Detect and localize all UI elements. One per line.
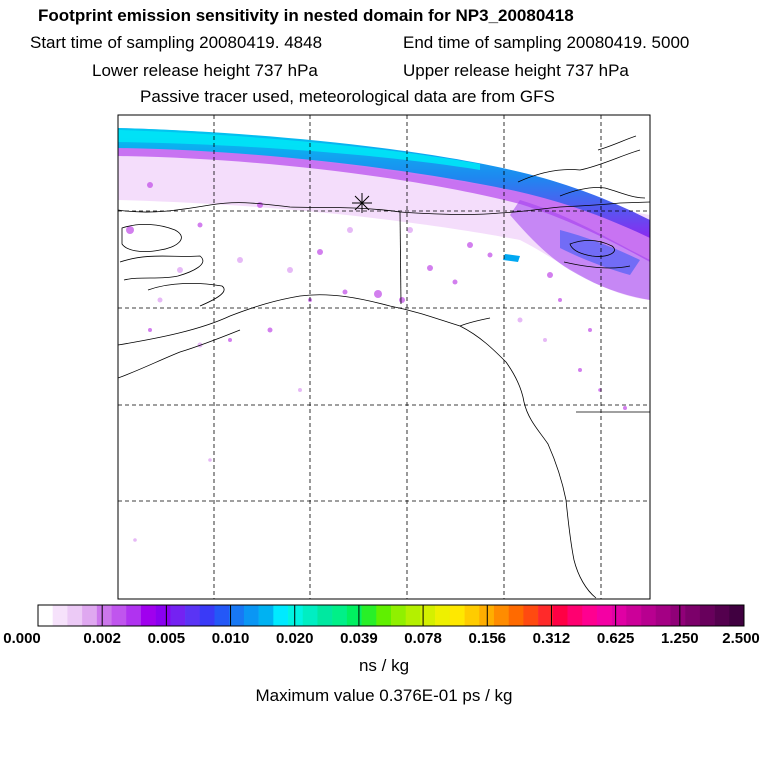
colorbar-swatch: [346, 605, 362, 626]
end-time-label: End time of sampling 20080419. 5000: [403, 33, 690, 52]
colorbar-swatch: [714, 605, 730, 626]
colorbar-swatch: [361, 605, 377, 626]
colorbar-tick-label: 0.625: [596, 630, 635, 647]
colorbar-swatch: [655, 605, 671, 626]
colorbar-border: [37, 604, 745, 627]
colorbar-swatch: [449, 605, 465, 626]
colorbar-swatch: [582, 605, 598, 626]
colorbar-tick-label: 0.010: [211, 630, 250, 647]
colorbar-swatch: [82, 605, 98, 626]
colorbar-tick-label: 0.000: [3, 630, 41, 647]
colorbar-swatch: [508, 605, 524, 626]
colorbar-swatch: [52, 605, 68, 626]
colorbar-swatch: [420, 605, 436, 626]
colorbar-swatch: [38, 605, 54, 626]
coastlines: [118, 135, 650, 599]
colorbar-swatch: [258, 605, 274, 626]
colorbar-swatch: [552, 605, 568, 626]
colorbar-swatch: [611, 605, 627, 626]
colorbar-swatch: [155, 605, 171, 626]
colorbar-swatch: [626, 605, 642, 626]
colorbar-swatch: [641, 605, 657, 626]
tracer-note: Passive tracer used, meteorological data…: [140, 87, 555, 106]
colorbar-tick-label: 0.005: [147, 630, 186, 647]
colorbar-swatch: [170, 605, 186, 626]
colorbar: [37, 604, 745, 627]
max-value-label: Maximum value 0.376E-01 ps / kg: [255, 686, 513, 705]
start-time-label: Start time of sampling 20080419. 4848: [30, 33, 323, 52]
colorbar-tick-label: 0.039: [340, 630, 378, 647]
colorbar-swatch: [332, 605, 348, 626]
colorbar-swatch: [699, 605, 715, 626]
colorbar-swatch: [96, 605, 112, 626]
lower-release-label: Lower release height 737 hPa: [92, 61, 318, 80]
colorbar-tick-label: 0.002: [83, 630, 121, 647]
graticule: [118, 115, 650, 599]
colorbar-swatch: [538, 605, 554, 626]
colorbar-swatch: [302, 605, 318, 626]
colorbar-swatch: [67, 605, 83, 626]
colorbar-swatch: [479, 605, 495, 626]
map-frame: [117, 114, 651, 600]
colorbar-tick-label: 1.250: [661, 630, 699, 647]
colorbar-swatch: [214, 605, 230, 626]
colorbar-swatch: [685, 605, 701, 626]
colorbar-tick-label: 0.020: [275, 630, 314, 647]
colorbar-swatch: [523, 605, 539, 626]
colorbar-swatch: [729, 605, 745, 626]
colorbar-tick-label: 0.078: [404, 630, 442, 647]
plot-title: Footprint emission sensitivity in nested…: [38, 6, 574, 25]
upper-release-label: Upper release height 737 hPa: [403, 61, 629, 80]
colorbar-swatch: [670, 605, 686, 626]
colorbar-swatch: [391, 605, 407, 626]
colorbar-tick-label: 2.500: [722, 630, 760, 647]
colorbar-swatch: [493, 605, 509, 626]
footprint-field: [118, 128, 650, 542]
colorbar-swatch: [111, 605, 127, 626]
colorbar-swatch: [376, 605, 392, 626]
colorbar-swatch: [243, 605, 259, 626]
colorbar-swatch: [596, 605, 612, 626]
colorbar-tick-label: 0.312: [532, 630, 571, 647]
colorbar-tick-label: 0.156: [468, 630, 507, 647]
colorbar-swatch: [140, 605, 156, 626]
colorbar-swatch: [288, 605, 304, 626]
receptor-marker-icon: [352, 193, 372, 213]
colorbar-swatch: [317, 605, 333, 626]
colorbar-swatch: [567, 605, 583, 626]
colorbar-swatch: [273, 605, 289, 626]
colorbar-swatch: [464, 605, 480, 626]
colorbar-swatch: [199, 605, 215, 626]
colorbar-swatch: [229, 605, 245, 626]
colorbar-swatch: [405, 605, 421, 626]
units-label: ns / kg: [358, 656, 410, 675]
colorbar-swatch: [185, 605, 201, 626]
colorbar-swatch: [126, 605, 142, 626]
colorbar-swatch: [435, 605, 451, 626]
